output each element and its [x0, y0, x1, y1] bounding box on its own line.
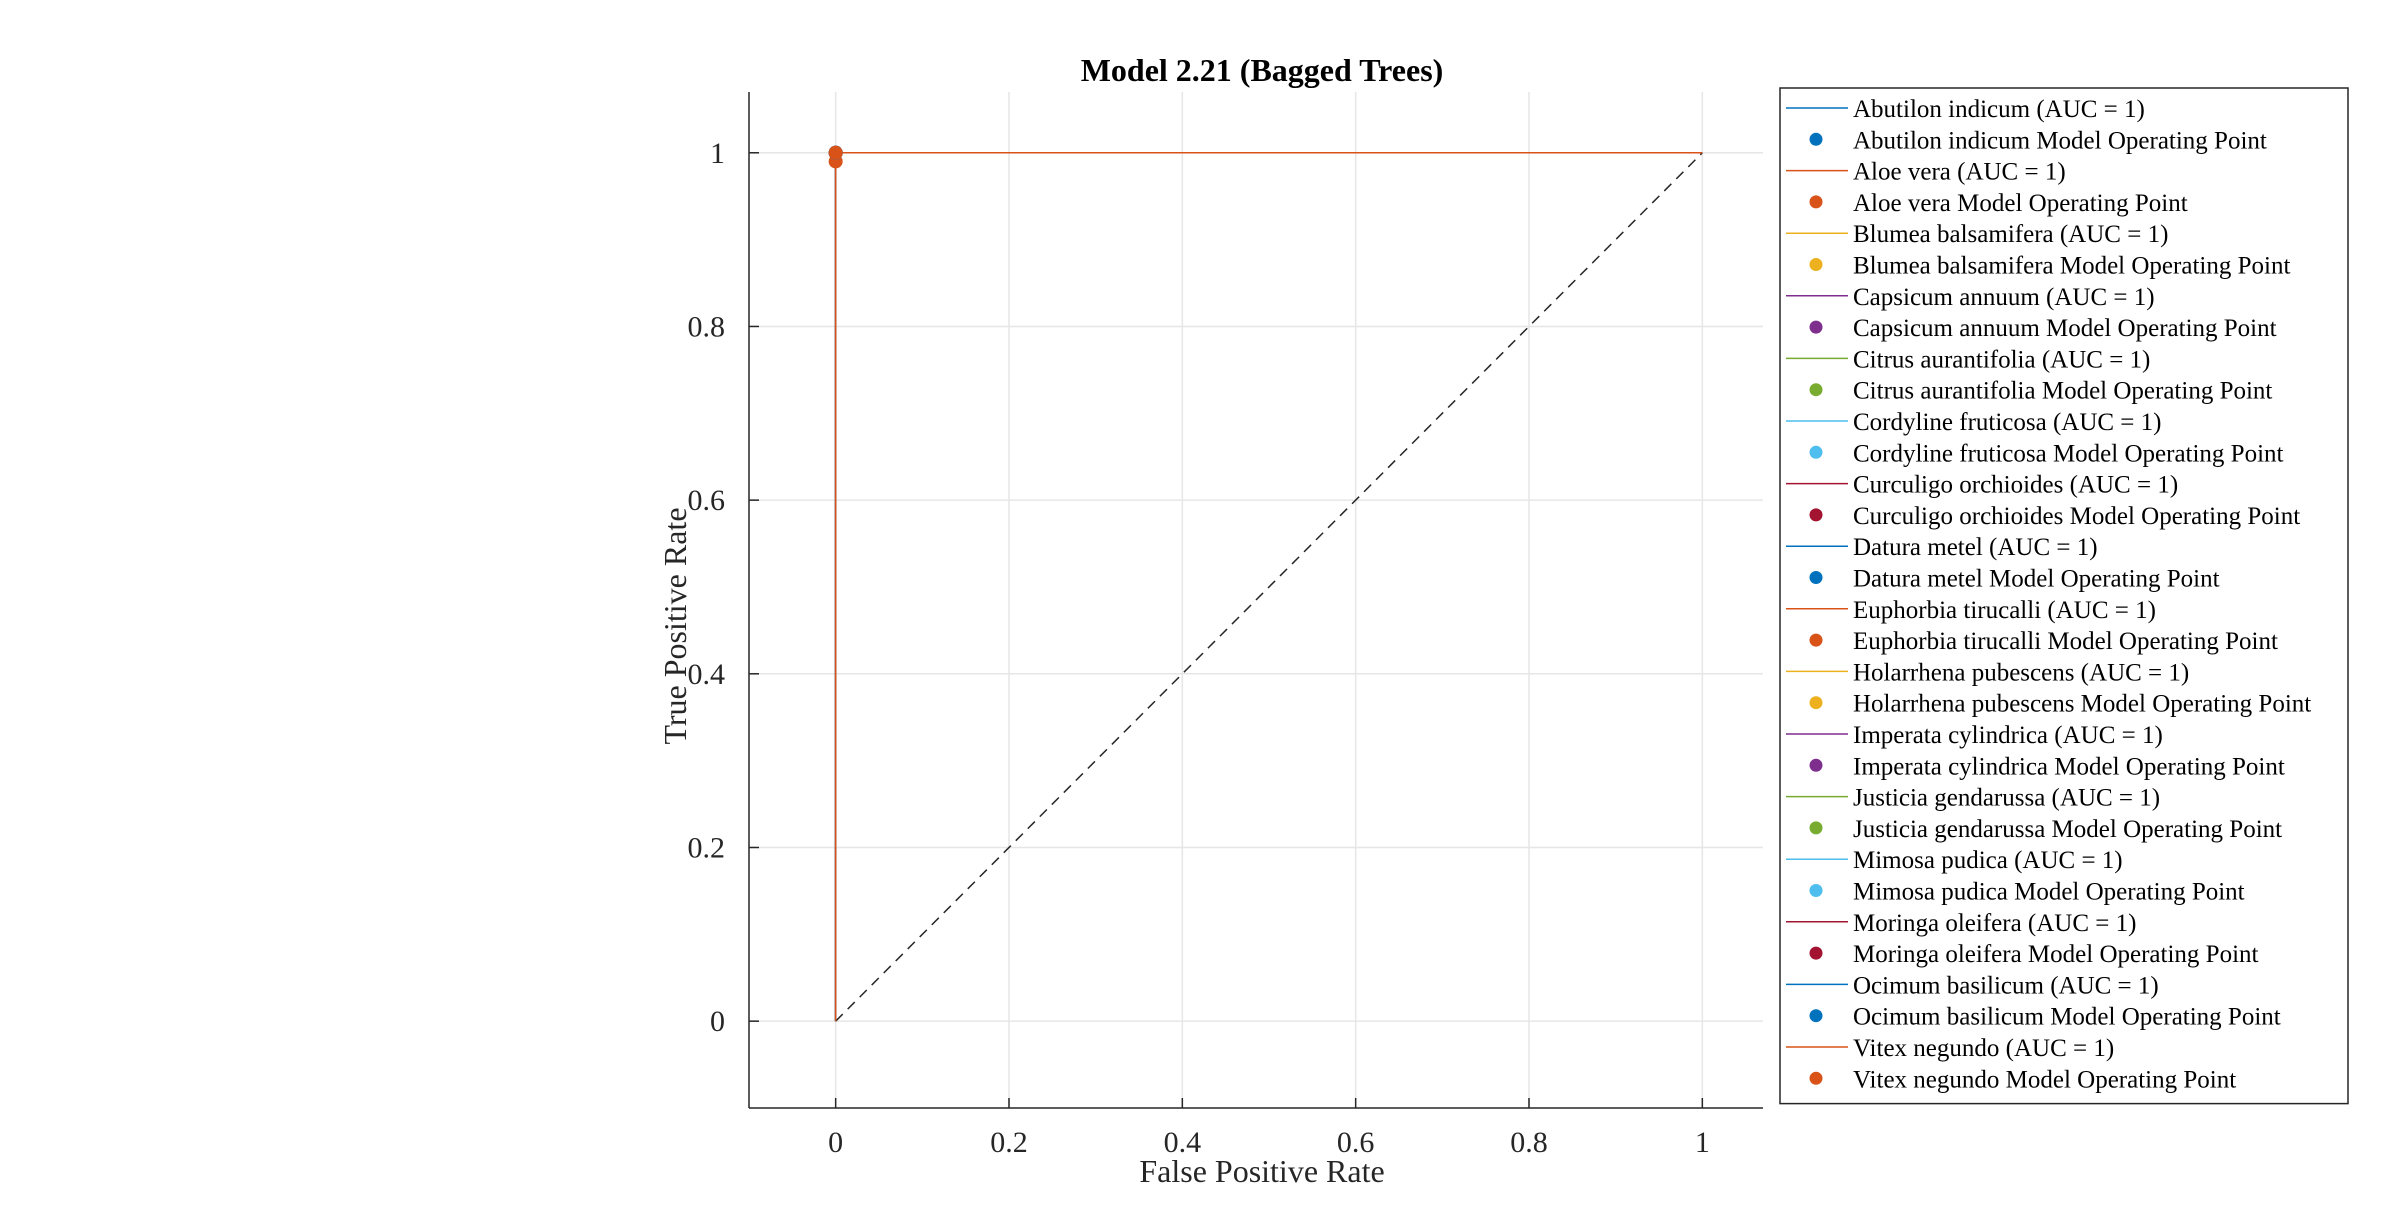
- legend-marker-swatch: [1809, 1009, 1823, 1023]
- chart-title: Model 2.21 (Bagged Trees): [1081, 52, 1444, 88]
- legend-marker-swatch: [1809, 195, 1823, 209]
- legend-entry-label: Holarrhena pubescens Model Operating Poi…: [1853, 691, 2311, 718]
- legend-entry-label: Capsicum annuum Model Operating Point: [1853, 315, 2277, 342]
- legend-entry-label: Datura metel Model Operating Point: [1853, 566, 2220, 593]
- legend-entry-label: Ocimum basilicum Model Operating Point: [1853, 1004, 2281, 1031]
- legend-entry-label: Aloe vera (AUC = 1): [1853, 159, 2066, 186]
- legend-marker-swatch: [1809, 571, 1823, 584]
- y-tick-label: 0.8: [688, 310, 726, 343]
- y-axis-label: True Positive Rate: [657, 507, 693, 744]
- legend-entry-label: Ocimum basilicum (AUC = 1): [1853, 972, 2159, 999]
- operating-point-marker: [828, 145, 843, 160]
- legend-marker-swatch: [1809, 132, 1823, 146]
- legend-entry-label: Moringa oleifera (AUC = 1): [1853, 910, 2136, 937]
- legend-marker-swatch: [1809, 758, 1823, 772]
- legend-entry-label: Holarrhena pubescens (AUC = 1): [1853, 659, 2189, 686]
- legend-marker-swatch: [1809, 1071, 1823, 1085]
- x-axis-label: False Positive Rate: [1139, 1153, 1384, 1189]
- axes: [748, 92, 1763, 1109]
- legend-entry-label: Cordyline fruticosa (AUC = 1): [1853, 409, 2161, 436]
- y-tick-label: 1: [710, 137, 725, 170]
- x-tick-label: 1: [1695, 1126, 1710, 1159]
- legend-marker-swatch: [1809, 320, 1823, 334]
- legend: Abutilon indicum (AUC = 1) Abutilon indic…: [1779, 87, 2349, 1105]
- legend-entry-label: Datura metel (AUC = 1): [1853, 534, 2098, 561]
- legend-marker-swatch: [1809, 258, 1823, 271]
- legend-marker-swatch: [1809, 884, 1823, 897]
- x-tick-label: 0.8: [1510, 1126, 1548, 1159]
- reference-diagonal-line: [835, 152, 1703, 1022]
- legend-entry-label: Citrus aurantifolia Model Operating Poin…: [1853, 378, 2272, 405]
- legend-entry-label: Justicia gendarussa Model Operating Poin…: [1853, 816, 2282, 843]
- x-tick-label: 0: [828, 1126, 843, 1159]
- legend-entry-label: Abutilon indicum (AUC = 1): [1853, 96, 2145, 123]
- legend-entry-label: Capsicum annuum (AUC = 1): [1853, 284, 2155, 311]
- legend-marker-swatch: [1809, 946, 1823, 960]
- x-tick-label: 0.6: [1337, 1126, 1375, 1159]
- legend-entry-label: Euphorbia tirucalli Model Operating Poin…: [1853, 628, 2278, 655]
- legend-box: [1779, 87, 2349, 1105]
- plot-series: [828, 145, 1703, 1022]
- legend-entry-label: Curculigo orchioides (AUC = 1): [1853, 472, 2178, 499]
- legend-entry-label: Imperata cylindrica (AUC = 1): [1853, 722, 2163, 749]
- y-tick-label: 0: [710, 1005, 725, 1038]
- legend-entry-label: Cordyline fruticosa Model Operating Poin…: [1853, 440, 2284, 467]
- legend-entry-label: Blumea balsamifera Model Operating Point: [1853, 253, 2290, 280]
- legend-entry-label: Imperata cylindrica Model Operating Poin…: [1853, 753, 2285, 780]
- legend-entry-label: Abutilon indicum Model Operating Point: [1853, 127, 2267, 154]
- tick-labels: 0 0.2 0.4 0.6 0.8 1 0 0.2 0.4 0.6 0.8 1: [688, 137, 1710, 1159]
- y-tick-label: 0.6: [688, 484, 726, 517]
- legend-entry-label: Blumea balsamifera (AUC = 1): [1853, 221, 2168, 248]
- y-tick-label: 0.4: [688, 658, 726, 691]
- y-tick-label: 0.2: [688, 831, 726, 864]
- legend-entry-label: Curculigo orchioides Model Operating Poi…: [1853, 503, 2300, 530]
- legend-entry-label: Mimosa pudica (AUC = 1): [1853, 847, 2123, 874]
- legend-entry-label: Mimosa pudica Model Operating Point: [1853, 879, 2245, 906]
- legend-marker-swatch: [1809, 383, 1823, 397]
- legend-marker-swatch: [1809, 696, 1823, 710]
- legend-entry-label: Moringa oleifera Model Operating Point: [1853, 941, 2259, 968]
- legend-entry-label: Vitex negundo Model Operating Point: [1853, 1066, 2236, 1093]
- legend-entry-label: Justicia gendarussa (AUC = 1): [1853, 785, 2160, 812]
- legend-marker-swatch: [1809, 821, 1823, 835]
- legend-marker-swatch: [1809, 445, 1823, 459]
- x-tick-label: 0.2: [990, 1126, 1028, 1159]
- legend-marker-swatch: [1809, 633, 1823, 647]
- x-tick-label: 0.4: [1164, 1126, 1202, 1159]
- legend-marker-swatch: [1809, 508, 1823, 522]
- legend-entry-label: Aloe vera Model Operating Point: [1853, 190, 2188, 217]
- legend-entry-label: Euphorbia tirucalli (AUC = 1): [1853, 597, 2156, 624]
- legend-entry-label: Vitex negundo (AUC = 1): [1853, 1035, 2114, 1062]
- legend-entry-label: Citrus aurantifolia (AUC = 1): [1853, 346, 2150, 373]
